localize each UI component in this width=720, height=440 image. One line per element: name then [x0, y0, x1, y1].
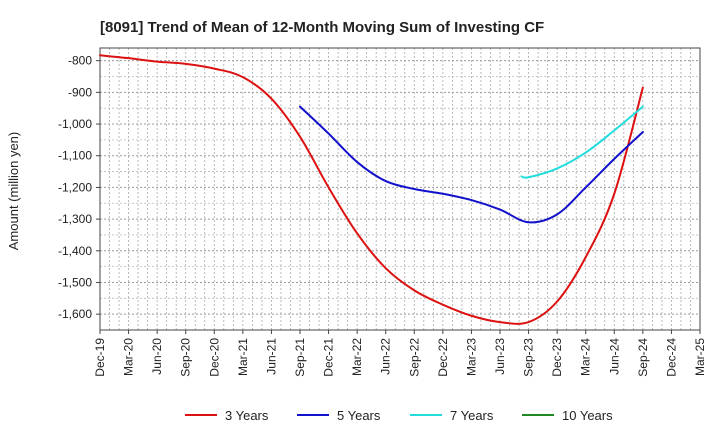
plot-area: -800 -900 -1,000 -1,100 -1,200 -1,300 -1,400 -1… — [58, 47, 707, 377]
y-tick-label: -800 — [68, 54, 92, 68]
x-tick-label: Dec-24 — [664, 338, 678, 377]
y-tick-label: -1,100 — [58, 149, 92, 163]
x-tick-label: Mar-22 — [350, 338, 364, 376]
y-tick-label: -1,300 — [58, 212, 92, 226]
x-tick-label: Mar-21 — [236, 338, 250, 376]
x-tick-label: Jun-21 — [264, 338, 278, 375]
x-tick-label: Dec-21 — [322, 338, 336, 377]
x-tick-label: Mar-23 — [464, 338, 478, 376]
x-tick-label: Jun-23 — [493, 338, 507, 375]
series-line-7-years — [520, 105, 644, 179]
y-tick-label: -1,000 — [58, 117, 92, 131]
legend: 3 Years 5 Years 7 Years 10 Years — [185, 408, 613, 423]
y-tick-label: -1,200 — [58, 180, 92, 194]
legend-label: 7 Years — [450, 408, 494, 423]
x-tick-label: Sep-22 — [407, 338, 421, 377]
x-tick-label: Mar-25 — [693, 338, 707, 376]
legend-label: 3 Years — [225, 408, 269, 423]
x-tick-label: Dec-22 — [436, 338, 450, 377]
legend-item-7-years: 7 Years — [410, 408, 494, 423]
x-tick-label: Mar-20 — [122, 338, 136, 376]
x-tick-label: Dec-19 — [93, 338, 107, 377]
x-tick-label: Sep-21 — [293, 338, 307, 377]
legend-item-5-years: 5 Years — [297, 408, 381, 423]
y-tick-label: -1,400 — [58, 244, 92, 258]
x-tick-label: Jun-24 — [607, 338, 621, 375]
x-tick-label: Sep-20 — [179, 338, 193, 377]
y-axis-label: Amount (million yen) — [6, 132, 21, 251]
y-tick-label: -900 — [68, 85, 92, 99]
x-tick-label: Sep-24 — [636, 338, 650, 377]
plot-background — [100, 48, 700, 330]
legend-label: 10 Years — [562, 408, 613, 423]
x-tick-label: Dec-20 — [207, 338, 221, 377]
legend-item-10-years: 10 Years — [522, 408, 613, 423]
legend-item-3-years: 3 Years — [185, 408, 269, 423]
chart-title: [8091] Trend of Mean of 12-Month Moving … — [100, 19, 544, 36]
plot-frame — [99, 47, 701, 331]
series-line-5-years — [299, 105, 644, 224]
x-tick-label: Dec-23 — [550, 338, 564, 377]
x-tick-label: Sep-23 — [522, 338, 536, 377]
legend-label: 5 Years — [337, 408, 381, 423]
y-tick-label: -1,600 — [58, 307, 92, 321]
x-tick-label: Jun-22 — [379, 338, 393, 375]
x-tick-label: Mar-24 — [579, 338, 593, 376]
series-line-3-years — [99, 54, 644, 325]
x-tick-label: Jun-20 — [150, 338, 164, 375]
y-tick-label: -1,500 — [58, 275, 92, 289]
